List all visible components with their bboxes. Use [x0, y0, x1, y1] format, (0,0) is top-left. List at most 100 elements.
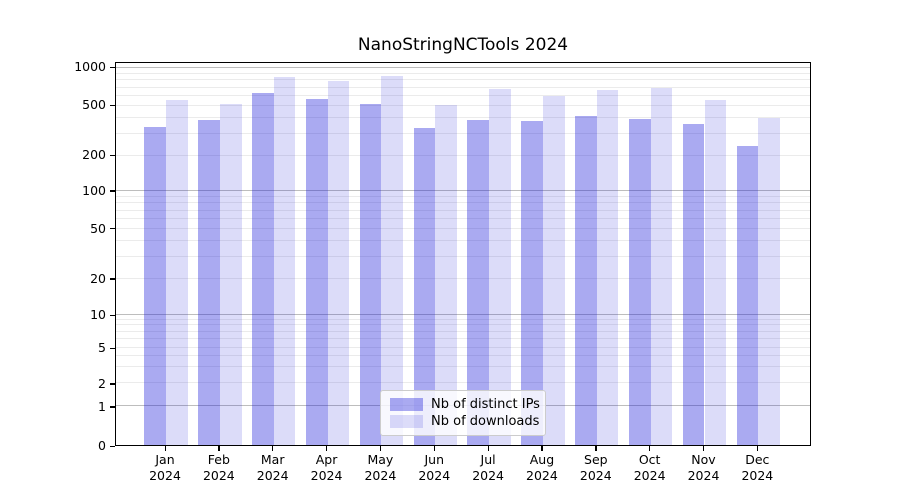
y-gridline-minor: [116, 79, 810, 81]
y-axis-tick-label: 1000: [74, 59, 106, 75]
x-axis-tick-label: Nov 2024: [688, 452, 720, 484]
y-tick-mark: [110, 383, 115, 385]
y-tick-mark: [110, 190, 115, 192]
x-tick-month: May: [367, 452, 394, 467]
bar-distinct-ips-aug: [521, 121, 543, 445]
y-axis-tick-label: 10: [90, 307, 106, 323]
bar-distinct-ips-nov: [682, 124, 705, 445]
bar-distinct-ips-apr: [305, 99, 328, 445]
x-tick-mark: [487, 446, 489, 451]
x-axis-tick-label: May 2024: [364, 452, 396, 484]
x-tick-month: Feb: [207, 452, 230, 467]
x-tick-year: 2024: [149, 468, 181, 483]
bar-downloads-mar: [273, 76, 296, 445]
y-gridline-minor: [116, 94, 810, 96]
x-axis-tick-label: Oct 2024: [634, 452, 666, 484]
legend-swatch-distinct-ips: [390, 397, 423, 411]
x-axis-tick-label: Jun 2024: [418, 452, 450, 484]
x-axis-tick-label: Feb 2024: [203, 452, 235, 484]
x-axis-tick-label: Dec 2024: [741, 452, 773, 484]
bar-distinct-ips-dec: [736, 146, 759, 445]
x-tick-mark: [218, 446, 220, 451]
x-tick-mark: [703, 446, 705, 451]
x-tick-month: Sep: [584, 452, 608, 467]
y-tick-mark: [110, 228, 115, 230]
y-tick-mark: [110, 278, 115, 280]
x-tick-mark: [595, 446, 597, 451]
x-tick-year: 2024: [526, 468, 558, 483]
chart-title: NanoStringNCTools 2024: [357, 35, 569, 55]
y-tick-mark: [110, 445, 115, 447]
x-tick-year: 2024: [579, 468, 612, 483]
x-tick-month: Dec: [745, 452, 770, 467]
x-tick-year: 2024: [256, 468, 289, 483]
y-axis-tick-label: 0: [98, 438, 106, 453]
legend-item-downloads: Nb of downloads: [390, 414, 540, 430]
y-gridline-major: [116, 67, 810, 69]
bar-downloads-sep: [596, 90, 619, 445]
bar-distinct-ips-sep: [575, 115, 597, 445]
bar-downloads-may: [381, 76, 404, 445]
bar-downloads-aug: [542, 96, 565, 445]
x-tick-mark: [379, 446, 382, 451]
x-tick-year: 2024: [472, 468, 504, 483]
x-axis-tick-label: Jul 2024: [472, 452, 504, 484]
y-tick-mark: [110, 66, 115, 69]
x-axis-tick-label: Jan 2024: [149, 452, 181, 484]
x-tick-month: Oct: [638, 452, 661, 467]
bar-distinct-ips-oct: [628, 119, 651, 445]
x-tick-mark: [541, 446, 543, 451]
bar-downloads-jul: [489, 89, 511, 445]
x-tick-mark: [272, 446, 274, 451]
x-tick-month: Jan: [155, 452, 175, 467]
x-axis-tick-label: Aug 2024: [526, 452, 558, 484]
bar-downloads-feb: [219, 104, 242, 445]
x-axis-tick-label: Mar 2024: [257, 452, 289, 484]
y-axis-tick-label: 200: [82, 147, 106, 162]
y-axis-tick-label: 2: [98, 375, 106, 391]
bar-downloads-apr: [327, 81, 350, 445]
bar-distinct-ips-jun: [413, 127, 436, 445]
bar-downloads-oct: [650, 88, 673, 445]
y-tick-mark: [110, 104, 115, 106]
x-tick-year: 2024: [418, 468, 451, 483]
x-tick-mark: [433, 446, 436, 451]
bar-distinct-ips-mar: [252, 93, 274, 445]
bar-downloads-jan: [166, 99, 188, 445]
bar-distinct-ips-jan: [144, 126, 166, 445]
x-axis-tick-label: Sep 2024: [580, 452, 612, 484]
bar-downloads-dec: [758, 118, 781, 445]
bar-downloads-nov: [704, 100, 727, 445]
x-tick-month: Mar: [260, 452, 285, 467]
x-tick-year: 2024: [741, 468, 774, 483]
plot-area: [115, 62, 811, 446]
x-tick-month: Apr: [315, 452, 338, 467]
y-gridline-minor: [116, 86, 810, 88]
y-axis-tick-label: 50: [90, 220, 106, 236]
x-tick-year: 2024: [687, 468, 720, 483]
y-tick-mark: [110, 314, 115, 316]
bar-distinct-ips-feb: [198, 119, 220, 445]
y-axis-tick-label: 20: [90, 270, 106, 286]
y-axis-tick-label: 500: [82, 97, 106, 112]
bar-downloads-jun: [435, 105, 457, 445]
x-tick-month: Aug: [529, 452, 555, 467]
x-tick-month: Jul: [480, 452, 496, 467]
x-tick-mark: [756, 446, 759, 451]
x-tick-month: Jun: [424, 452, 445, 467]
legend-item-distinct-ips: Nb of distinct IPs: [390, 397, 540, 412]
y-gridline-minor: [116, 73, 810, 75]
legend-swatch-downloads: [390, 415, 423, 429]
x-tick-mark: [326, 446, 328, 451]
y-axis-tick-label: 5: [98, 340, 106, 355]
legend-label-downloads: Nb of downloads: [431, 414, 540, 430]
x-tick-year: 2024: [310, 468, 343, 483]
bar-distinct-ips-jul: [467, 119, 490, 445]
x-tick-year: 2024: [202, 468, 235, 483]
x-tick-year: 2024: [633, 468, 666, 483]
bar-distinct-ips-may: [359, 103, 382, 445]
x-tick-month: Nov: [691, 452, 716, 467]
legend-label-distinct-ips: Nb of distinct IPs: [431, 396, 540, 412]
x-tick-mark: [649, 446, 651, 451]
